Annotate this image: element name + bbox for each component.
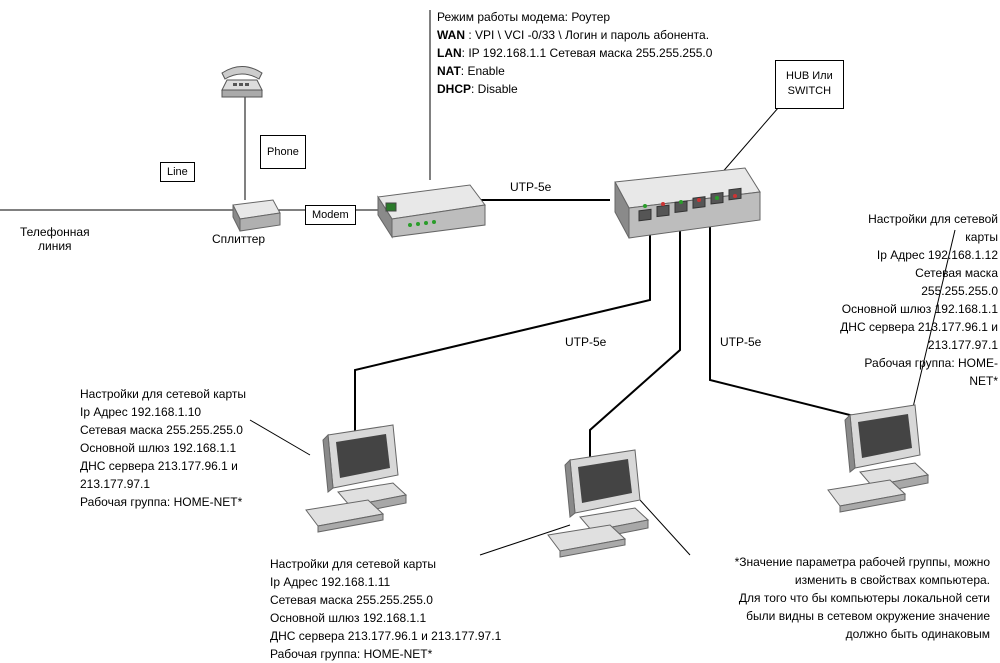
modem-label-box: Modem — [305, 205, 356, 225]
pc1-l4: Основной шлюз 192.168.1.1 — [80, 439, 280, 457]
pc3-device — [820, 400, 930, 510]
pc2-l2: Ip Адрес 192.168.1.11 — [270, 573, 550, 591]
phoneline-1: Телефонная — [20, 225, 90, 239]
pc1-l2: Ip Адрес 192.168.1.10 — [80, 403, 280, 421]
modem-cfg-nat-b: NAT — [437, 64, 461, 78]
pc3-l2: карты — [830, 228, 998, 246]
modem-device — [370, 175, 480, 230]
pc2-l4: Основной шлюз 192.168.1.1 — [270, 609, 550, 627]
fn-l2: изменить в свойствах компьютера. — [680, 571, 990, 589]
modem-cfg-l1: Режим работы модема: Роутер — [437, 8, 717, 26]
modem-cfg-dhcp-b: DHCP — [437, 82, 471, 96]
pc1-l3: Сетевая маска 255.255.255.0 — [80, 421, 280, 439]
pc2-l6: Рабочая группа: HOME-NET* — [270, 645, 550, 663]
phoneline-label: Телефонная линия — [20, 225, 90, 253]
modem-config-block: Режим работы модема: Роутер WAN : VPI \ … — [437, 8, 717, 98]
pc3-config-block: Настройки для сетевой карты Ip Адрес 192… — [830, 210, 998, 390]
pc1-device — [298, 420, 408, 530]
pc2-l1: Настройки для сетевой карты — [270, 555, 550, 573]
phone-device — [217, 45, 267, 100]
utp-label-2: UTP-5e — [565, 335, 606, 349]
pc3-l3: Ip Адрес 192.168.1.12 — [830, 246, 998, 264]
footnote-block: *Значение параметра рабочей группы, можн… — [680, 553, 990, 643]
pc3-l7: ДНС сервера 213.177.96.1 и — [830, 318, 998, 336]
utp-label-3: UTP-5e — [720, 335, 761, 349]
fn-l3: Для того что бы компьютеры локальной сет… — [680, 589, 990, 607]
pc2-l3: Сетевая маска 255.255.255.0 — [270, 591, 550, 609]
fn-l1: *Значение параметра рабочей группы, можн… — [680, 553, 990, 571]
modem-cfg-dhcp: : Disable — [471, 82, 518, 96]
hub-label-2: SWITCH — [788, 85, 831, 97]
pc1-config-block: Настройки для сетевой карты Ip Адрес 192… — [80, 385, 280, 511]
fn-l4: были видны в сетевом окружение значение — [680, 607, 990, 625]
line-label-box: Line — [160, 162, 195, 182]
hub-label-1: HUB Или — [786, 70, 833, 82]
phoneline-2: линия — [38, 239, 72, 253]
phone-label-box: Phone — [260, 135, 306, 169]
modem-cfg-lan: : IP 192.168.1.1 Сетевая маска 255.255.2… — [462, 46, 713, 60]
pc2-l5: ДНС сервера 213.177.96.1 и 213.177.97.1 — [270, 627, 550, 645]
pc3-l5: 255.255.255.0 — [830, 282, 998, 300]
pc1-l6: Рабочая группа: HOME-NET* — [80, 493, 280, 511]
pc2-config-block: Настройки для сетевой карты Ip Адрес 192… — [270, 555, 550, 663]
pc3-l1: Настройки для сетевой — [830, 210, 998, 228]
pc3-l4: Сетевая маска — [830, 264, 998, 282]
hub-label-box: HUB Или SWITCH — [775, 60, 844, 109]
modem-cfg-wan: : VPI \ VCI -0/33 \ Логин и пароль абоне… — [465, 28, 709, 42]
hub-device — [605, 160, 755, 230]
pc1-l5: ДНС сервера 213.177.96.1 и 213.177.97.1 — [80, 457, 280, 493]
pc2-device — [540, 445, 650, 555]
pc3-l10: NET* — [830, 372, 998, 390]
splitter-device — [228, 195, 283, 233]
splitter-label: Сплиттер — [212, 232, 265, 246]
modem-cfg-lan-b: LAN — [437, 46, 462, 60]
pc1-l1: Настройки для сетевой карты — [80, 385, 280, 403]
fn-l5: должно быть одинаковым — [680, 625, 990, 643]
pc3-l6: Основной шлюз 192.168.1.1 — [830, 300, 998, 318]
utp-label-1: UTP-5e — [510, 180, 551, 194]
pc3-l8: 213.177.97.1 — [830, 336, 998, 354]
modem-cfg-wan-b: WAN — [437, 28, 465, 42]
modem-cfg-nat: : Enable — [461, 64, 505, 78]
pc3-l9: Рабочая группа: HOME- — [830, 354, 998, 372]
